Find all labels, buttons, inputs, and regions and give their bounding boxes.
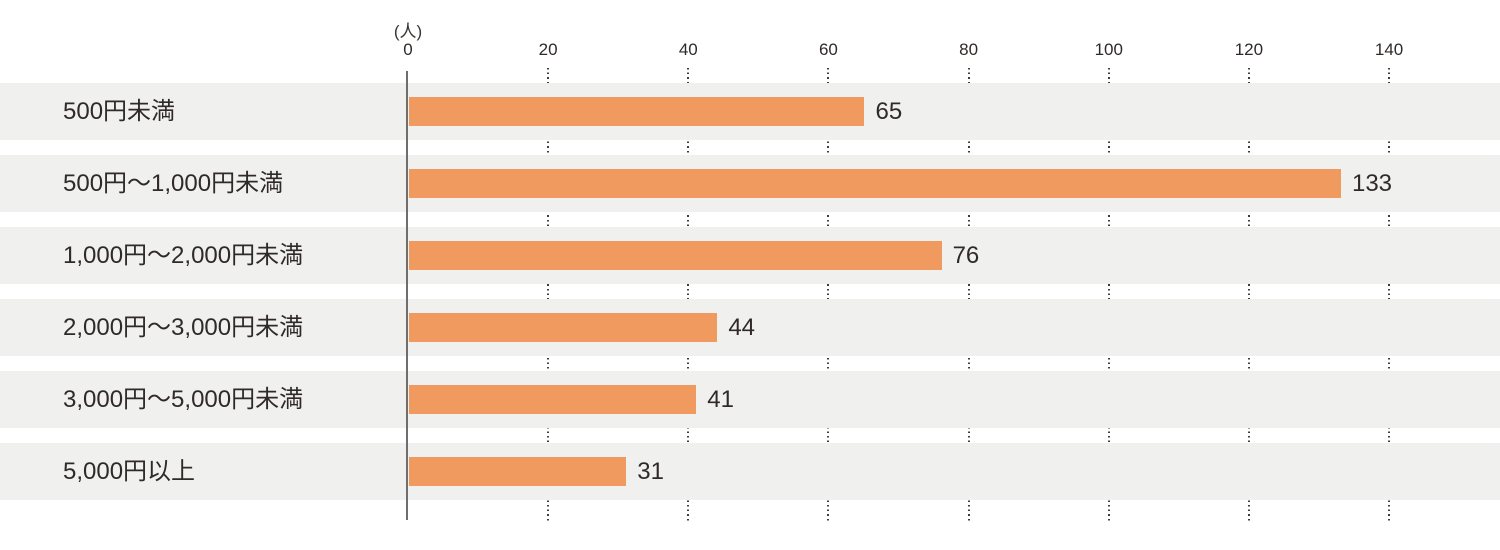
category-label: 3,000円～5,000円未満 [63,386,304,413]
row-band [0,371,1500,428]
x-tick-label: 20 [538,40,558,59]
gridline-dotted [1388,68,1391,522]
category-label: 500円未満 [63,98,176,125]
bar [409,457,627,486]
bar [409,241,942,270]
axis-unit-label: (人) [393,22,423,41]
category-label: 1,000円～2,000円未満 [63,242,304,269]
x-tick-label: 140 [1374,40,1404,59]
gridline-dotted [547,68,550,522]
gridline-dotted [827,68,830,522]
row-band [0,299,1500,356]
bar [409,313,718,342]
gridline-dotted [967,68,970,522]
gridline-dotted [1247,68,1250,522]
y-axis-line [406,71,408,520]
x-tick-label: 80 [959,40,979,59]
value-label: 41 [707,386,734,413]
category-label: 500円～1,000円未満 [63,170,284,197]
x-tick-label: 0 [403,40,413,59]
value-label: 133 [1351,170,1393,197]
x-tick-label: 60 [818,40,838,59]
value-label: 44 [728,314,756,341]
value-label: 31 [637,458,664,485]
bar [409,385,697,414]
x-tick-label: 100 [1094,40,1123,59]
value-label: 76 [952,242,980,269]
bar [409,97,865,126]
category-label: 2,000円～3,000円未満 [63,314,304,341]
x-tick-label: 40 [678,40,698,59]
row-band [0,443,1500,500]
gridline-dotted [687,68,690,522]
category-label: 5,000円以上 [63,458,196,485]
value-label: 65 [875,98,903,125]
x-tick-label: 120 [1234,40,1264,59]
bar [409,169,1341,198]
gridline-dotted [1107,68,1110,522]
